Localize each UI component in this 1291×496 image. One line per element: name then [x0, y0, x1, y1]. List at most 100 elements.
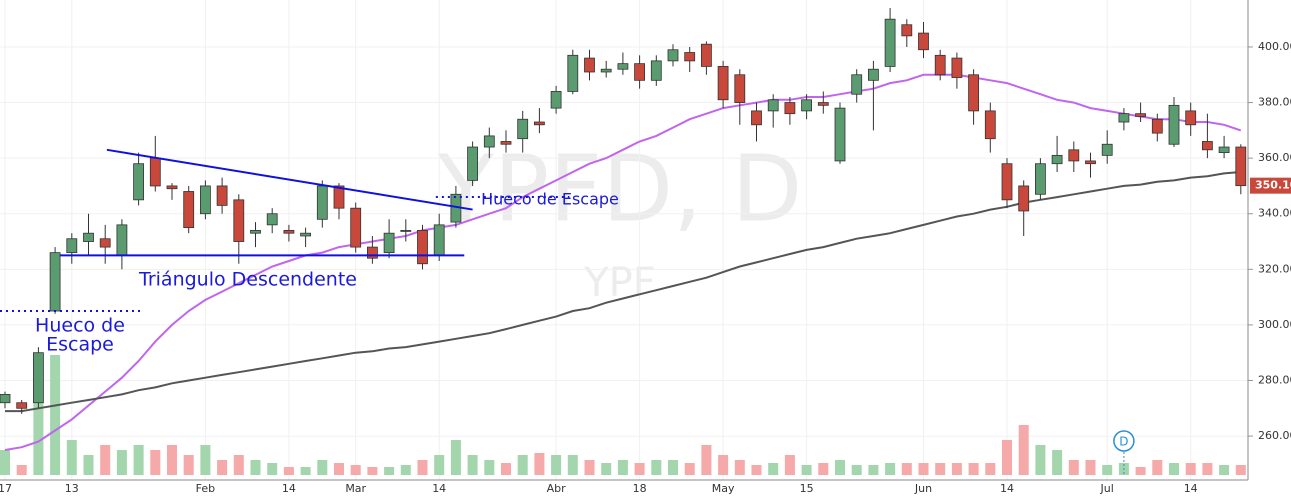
volume-bar — [918, 463, 929, 475]
candle-body — [1185, 110, 1197, 126]
candle-body — [534, 121, 545, 126]
candle-body — [751, 110, 762, 126]
volume-bar — [968, 463, 979, 475]
volume-bar — [951, 463, 962, 475]
candle-body — [567, 54, 579, 92]
volume-bar — [985, 463, 996, 475]
candle-body — [851, 74, 863, 95]
volume-bar — [718, 455, 729, 475]
volume-bar — [450, 440, 461, 475]
candle-body — [1202, 141, 1213, 151]
volume-bar — [167, 445, 177, 475]
x-tick-label: 15 — [800, 482, 814, 495]
volume-bar — [1235, 465, 1246, 475]
volume-bar — [1085, 460, 1096, 475]
candle-body — [216, 185, 228, 206]
candle-body — [868, 68, 879, 81]
candle-body — [584, 57, 595, 73]
candle-body — [1135, 113, 1146, 117]
x-tick-label: Jun — [914, 482, 932, 495]
candle-body — [283, 230, 295, 234]
volume-bar — [701, 445, 712, 475]
volume-bar — [484, 460, 495, 475]
candle-body — [634, 63, 645, 81]
volume-bar — [83, 455, 94, 475]
volume-bar — [1052, 450, 1063, 475]
candle-body — [1218, 146, 1230, 153]
volume-bar — [1152, 460, 1163, 475]
volume-bar — [434, 455, 445, 475]
candle-body — [500, 141, 512, 145]
annotation: Hueco de — [35, 315, 125, 337]
volume-bar — [66, 440, 77, 475]
volume-bar — [601, 463, 612, 475]
volume-bar — [501, 463, 511, 475]
volume-bar — [467, 455, 478, 475]
volume-bar — [534, 453, 545, 475]
volume-bar — [935, 463, 946, 475]
candle-body — [83, 232, 94, 242]
x-tick-label: 14 — [282, 482, 296, 495]
candle-body — [600, 68, 612, 73]
candle-body — [717, 66, 729, 101]
x-tick-label: 14 — [1184, 482, 1198, 495]
candle-body — [684, 52, 696, 62]
annotation: Triángulo Descendente — [138, 269, 357, 291]
volume-bar — [133, 445, 144, 475]
volume-bar — [1018, 425, 1029, 475]
candle-body — [550, 91, 562, 109]
volume-bar — [183, 455, 194, 475]
y-tick-label: 300.00 — [1258, 318, 1291, 331]
candle-body — [1168, 104, 1180, 145]
candle-body — [1101, 143, 1113, 156]
volume-bar — [50, 355, 61, 475]
volume-bar — [100, 445, 111, 475]
volume-bar — [300, 467, 311, 475]
volume-bar — [233, 455, 244, 475]
candle-body — [99, 238, 111, 248]
candle-body — [884, 18, 896, 67]
candle-body — [333, 185, 345, 209]
y-tick-label: 340.00 — [1258, 207, 1291, 220]
candle-body — [834, 107, 846, 162]
candle-body — [734, 74, 746, 103]
candle-body — [1001, 163, 1013, 201]
volume-bar — [1202, 463, 1213, 475]
volume-bar — [217, 460, 228, 475]
y-tick-label: 320.00 — [1258, 262, 1291, 275]
volume-bar — [617, 460, 628, 475]
volume-bar — [835, 460, 845, 475]
volume-bar — [818, 463, 829, 475]
y-tick-label: 260.00 — [1258, 429, 1291, 442]
candle-body — [801, 99, 812, 112]
volume-bar — [784, 455, 795, 475]
candle-body — [316, 185, 328, 220]
last-price-box — [1250, 177, 1291, 194]
volume-bar — [1102, 465, 1113, 475]
volume-bar — [584, 460, 595, 475]
volume-bar — [367, 467, 378, 475]
volume-bar — [1068, 460, 1079, 475]
volume-bar — [1219, 465, 1230, 475]
volume-bar — [250, 460, 261, 475]
x-tick-label: 17 — [0, 482, 12, 495]
candle-body — [1018, 185, 1030, 212]
trend-line — [106, 148, 473, 211]
x-tick-label: Jul — [1100, 482, 1114, 495]
volume-bar — [116, 450, 127, 475]
x-tick-label: 14 — [1000, 482, 1014, 495]
volume-bar — [417, 460, 428, 475]
candle-body — [1085, 160, 1096, 165]
candle-body — [984, 110, 996, 140]
x-tick-label: Mar — [345, 482, 366, 495]
candle-body — [1151, 118, 1163, 134]
volume-bar — [0, 450, 10, 475]
x-tick-label: 13 — [65, 482, 79, 495]
candle-body — [617, 63, 629, 70]
candle-body — [266, 213, 278, 226]
volume-bar — [350, 465, 361, 475]
moving-average-line — [4, 73, 1242, 451]
candle-body — [483, 135, 495, 148]
volume-bar — [334, 463, 344, 475]
